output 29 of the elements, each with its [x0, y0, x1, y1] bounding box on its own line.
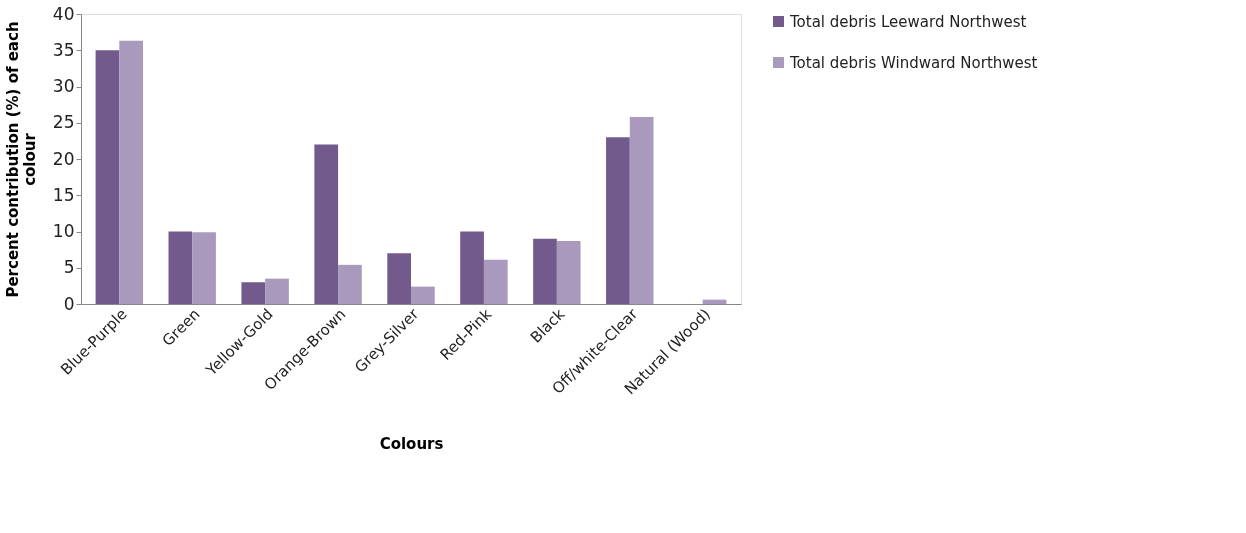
bar — [265, 278, 289, 304]
x-axis-title: Colours — [379, 435, 444, 454]
legend-label: Total debris Windward Northwest — [789, 53, 1038, 72]
bar — [629, 116, 654, 304]
bar — [192, 232, 216, 304]
bar — [533, 238, 557, 304]
y-tick-label: 5 — [63, 257, 75, 278]
bar — [460, 231, 484, 304]
y-tick-label: 0 — [63, 293, 75, 314]
legend-label: Total debris Leeward Northwest — [789, 12, 1027, 31]
y-tick-label: 25 — [52, 112, 75, 133]
bar — [241, 282, 266, 304]
bar — [411, 286, 435, 304]
y-tick-label: 15 — [52, 184, 75, 205]
bar — [95, 50, 120, 304]
bar — [387, 253, 411, 304]
bar — [606, 137, 630, 304]
bar — [556, 240, 581, 304]
bar — [314, 144, 339, 304]
bar — [119, 40, 143, 304]
bar — [168, 231, 193, 304]
y-tick-label: 30 — [52, 76, 75, 96]
y-tick-label: 35 — [52, 39, 75, 60]
bar — [483, 259, 508, 304]
y-tick-label: 20 — [52, 148, 75, 169]
y-tick-label: 10 — [52, 221, 75, 241]
y-axis-title: Percent contribution (%) of each colour — [3, 21, 39, 298]
y-tick-label: 40 — [52, 3, 75, 24]
bar — [338, 264, 362, 304]
